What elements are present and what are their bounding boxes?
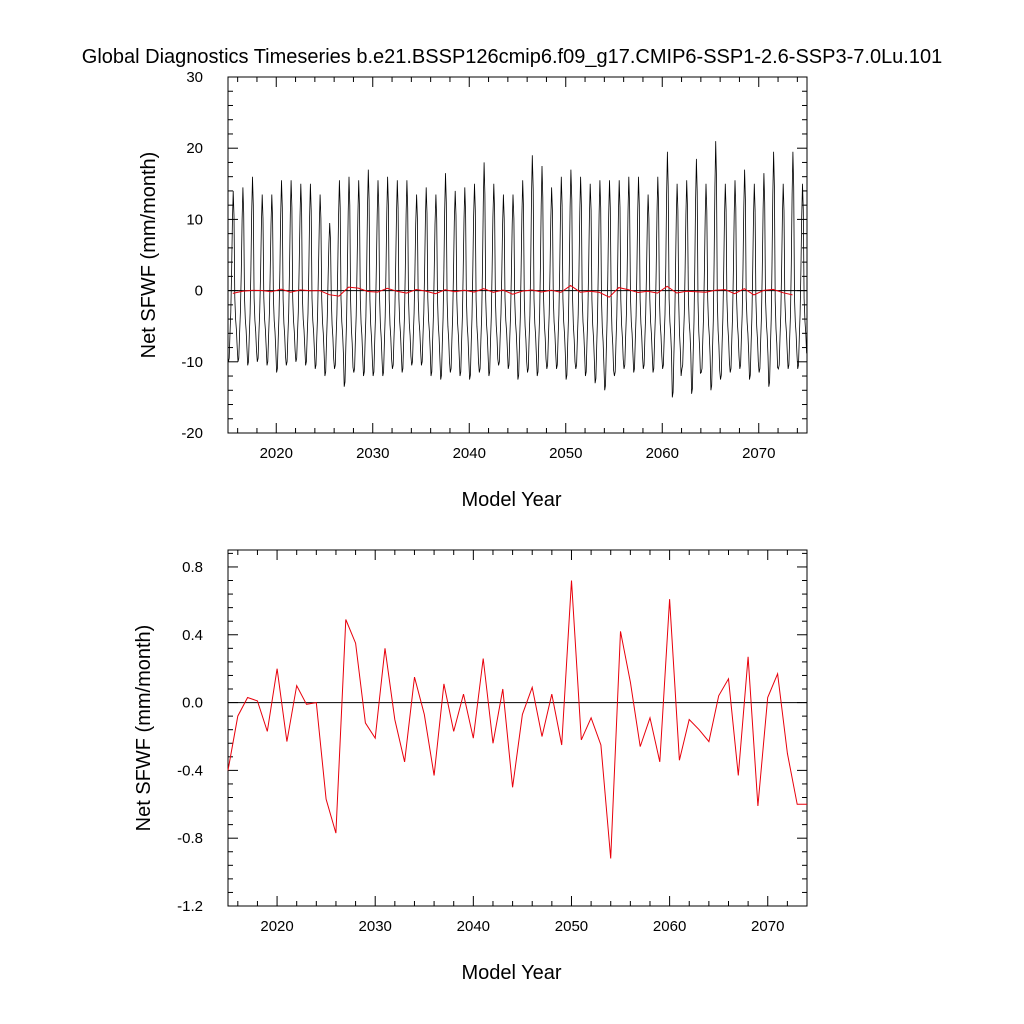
x-tick-label: 2030: [356, 445, 389, 462]
axis-ticks: [228, 550, 808, 907]
plot-frame: [227, 76, 808, 434]
y-tick-label: 10: [186, 211, 203, 228]
annual-panel: -1.2-0.8-0.40.00.40.8 2020 2030 2040 2050 20…: [133, 549, 808, 984]
series-annual-line: [232, 284, 793, 298]
y-tick-label: 0: [195, 283, 203, 300]
figure-title: Global Diagnostics Timeseries b.e21.BSSP…: [82, 46, 942, 68]
series-group: [228, 141, 807, 398]
series-monthly-line: [228, 141, 807, 398]
x-tick-label: 2040: [457, 918, 490, 935]
y-tick-label: 0.0: [182, 695, 203, 712]
series-annual-line: [227, 580, 807, 859]
y-tick-label: 0.4: [182, 627, 203, 644]
x-tick-label: 2050: [549, 445, 582, 462]
x-tick-label: 2050: [555, 918, 588, 935]
y-tick-labels: -20 -10 0 10 20 30: [181, 69, 203, 442]
x-tick-label: 2070: [751, 918, 784, 935]
x-axis-title: Model Year: [461, 489, 561, 511]
y-axis-title: Net SFWF (mm/month): [138, 152, 160, 359]
y-tick-label: -1.2: [177, 898, 203, 915]
x-tick-label: 2040: [453, 445, 486, 462]
y-tick-label: 0.8: [182, 559, 203, 576]
series-group: [227, 580, 807, 859]
x-tick-labels: 2020 2030 2040 2050 2060 2070: [260, 918, 784, 935]
x-tick-label: 2060: [646, 445, 679, 462]
y-axis-title: Net SFWF (mm/month): [133, 625, 155, 832]
y-tick-label: -10: [181, 354, 203, 371]
plot-frame: [227, 549, 808, 907]
y-tick-labels: -1.2 -0.8 -0.4 0.0 0.4 0.8: [177, 559, 203, 915]
y-tick-label: 30: [186, 69, 203, 86]
y-tick-label: -20: [181, 425, 203, 442]
x-tick-label: 2020: [260, 445, 293, 462]
x-tick-label: 2070: [742, 445, 775, 462]
x-tick-labels: 2020 2030 2040 2050 2060 2070: [260, 445, 776, 462]
x-tick-label: 2020: [260, 918, 293, 935]
y-tick-label: -0.8: [177, 830, 203, 847]
x-tick-label: 2030: [359, 918, 392, 935]
y-tick-label: -0.4: [177, 762, 203, 779]
x-axis-title: Model Year: [461, 962, 561, 984]
y-tick-label: 20: [186, 140, 203, 157]
x-tick-label: 2060: [653, 918, 686, 935]
